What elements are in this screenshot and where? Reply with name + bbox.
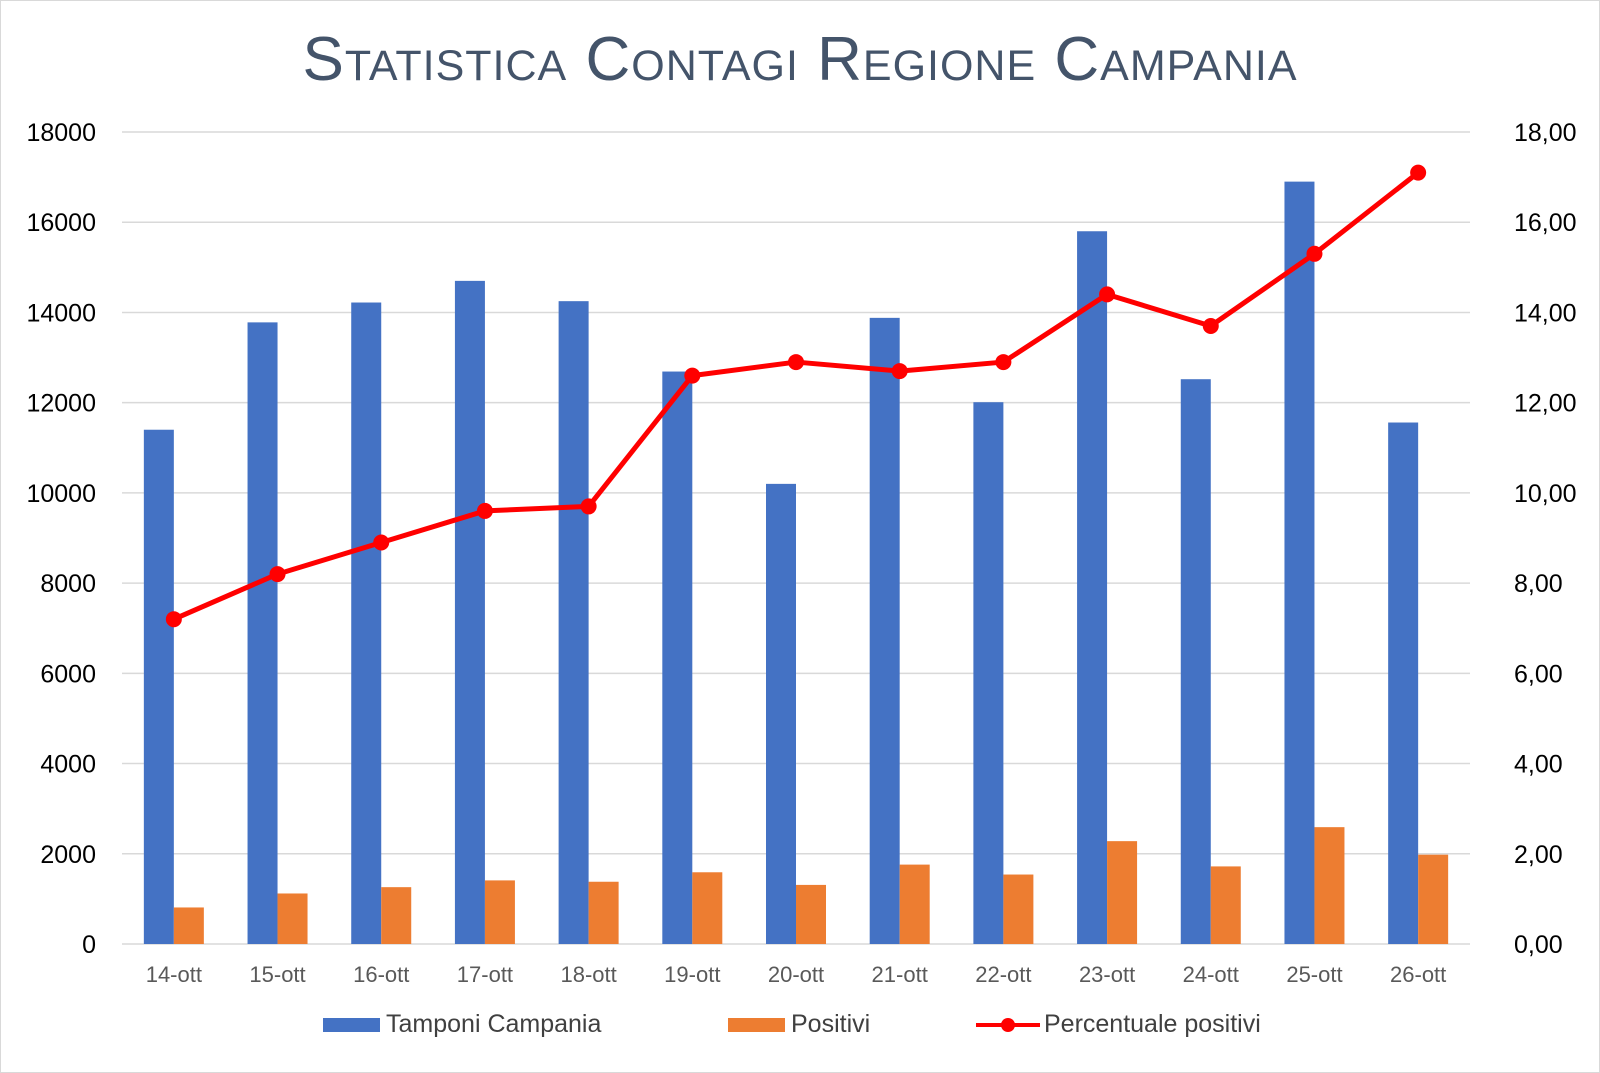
x-tick-label: 14-ott — [146, 962, 202, 987]
bar-positivi — [1003, 874, 1034, 944]
left-tick-label: 10000 — [26, 480, 96, 508]
point-percentuale — [269, 566, 286, 583]
left-tick-label: 2000 — [40, 841, 96, 869]
x-tick-label: 20-ott — [768, 962, 824, 987]
right-axis-ticks: 0,00 2,00 4,00 6,00 8,00 10,00 12,00 14,00 16,00… — [1514, 119, 1577, 959]
bar-tamponi — [766, 483, 796, 944]
point-percentuale — [1099, 286, 1116, 303]
bar-positivi — [899, 864, 930, 944]
point-percentuale — [995, 354, 1012, 371]
right-tick-label: 4,00 — [1514, 751, 1563, 779]
legend-label-percentuale: Percentuale positivi — [1044, 1010, 1261, 1038]
bar-positivi — [277, 893, 308, 944]
right-tick-label: 14,00 — [1514, 299, 1577, 327]
point-percentuale — [1410, 164, 1427, 181]
right-tick-label: 16,00 — [1514, 209, 1577, 237]
point-percentuale — [1306, 245, 1323, 262]
bar-tamponi — [143, 429, 174, 944]
left-tick-label: 8000 — [40, 570, 96, 598]
legend-label-positivi: Positivi — [791, 1010, 871, 1038]
legend-label-tamponi: Tamponi Campania — [386, 1010, 602, 1038]
point-percentuale — [476, 502, 493, 519]
bar-positivi — [588, 881, 619, 944]
x-tick-label: 21-ott — [872, 962, 928, 987]
right-tick-label: 0,00 — [1514, 931, 1563, 959]
point-percentuale — [1202, 317, 1219, 334]
bar-positivi — [1314, 827, 1345, 944]
x-tick-label: 24-ott — [1183, 962, 1239, 987]
left-tick-label: 16000 — [26, 209, 96, 237]
bar-tamponi — [1388, 422, 1419, 944]
bar-tamponi — [1077, 231, 1108, 944]
right-tick-label: 6,00 — [1514, 660, 1563, 688]
left-tick-label: 18000 — [26, 119, 96, 147]
bar-tamponi — [973, 402, 1004, 944]
bar-tamponi — [662, 371, 693, 944]
x-tick-label: 26-ott — [1390, 962, 1446, 987]
legend-swatch-percentuale — [976, 1017, 1040, 1032]
left-axis-ticks: 0 2000 4000 6000 8000 10000 12000 14000 16000 180… — [26, 119, 96, 959]
x-tick-label: 16-ott — [353, 962, 409, 987]
bar-positivi — [1107, 841, 1138, 944]
right-tick-label: 2,00 — [1514, 841, 1563, 869]
point-percentuale — [165, 611, 182, 628]
legend-swatch-tamponi — [323, 1017, 380, 1032]
bar-positivi — [1418, 854, 1449, 944]
bar-positivi — [484, 880, 515, 944]
right-tick-label: 18,00 — [1514, 119, 1577, 147]
bar-tamponi — [247, 322, 278, 944]
legend-swatch-positivi — [728, 1017, 785, 1032]
point-percentuale — [788, 354, 804, 371]
bar-tamponi — [1284, 181, 1315, 945]
bar-tamponi — [454, 280, 485, 944]
bar-tamponi — [869, 317, 900, 944]
x-tick-label: 25-ott — [1286, 962, 1342, 987]
x-axis-ticks: 14-ott 15-ott 16-ott 17-ott 18-ott 19-ott 20-o… — [146, 962, 1447, 987]
x-tick-label: 23-ott — [1079, 962, 1135, 987]
bar-tamponi — [558, 301, 589, 945]
x-tick-label: 15-ott — [249, 962, 305, 987]
left-tick-label: 4000 — [40, 751, 96, 779]
bar-positivi — [796, 884, 826, 944]
point-percentuale — [580, 498, 597, 515]
bar-positivi — [173, 907, 204, 944]
right-tick-label: 8,00 — [1514, 570, 1563, 598]
right-tick-label: 10,00 — [1514, 480, 1577, 508]
percent-line — [165, 164, 1427, 628]
bar-tamponi — [1180, 379, 1211, 945]
left-tick-label: 14000 — [26, 299, 96, 327]
legend: Tamponi Campania Positivi Percentuale po… — [0, 1010, 1600, 1050]
left-tick-label: 6000 — [40, 660, 96, 688]
point-percentuale — [373, 534, 390, 551]
bar-positivi — [1210, 866, 1241, 944]
bars — [143, 181, 1449, 945]
legend-item-percentuale: Percentuale positivi — [976, 1010, 1261, 1039]
bar-positivi — [381, 887, 412, 944]
x-tick-label: 18-ott — [560, 962, 616, 987]
bar-positivi — [692, 872, 723, 944]
left-tick-label: 12000 — [26, 390, 96, 418]
left-tick-label: 0 — [82, 931, 96, 959]
x-tick-label: 19-ott — [664, 962, 720, 987]
x-tick-label: 17-ott — [457, 962, 513, 987]
point-percentuale — [891, 363, 908, 380]
chart-title: Statistica Contagi Regione Campania — [302, 25, 1298, 94]
right-tick-label: 12,00 — [1514, 390, 1577, 418]
bar-tamponi — [351, 302, 382, 944]
legend-item-tamponi: Tamponi Campania — [323, 1010, 601, 1039]
legend-item-positivi: Positivi — [728, 1010, 870, 1039]
x-tick-label: 22-ott — [975, 962, 1031, 987]
point-percentuale — [684, 367, 701, 384]
